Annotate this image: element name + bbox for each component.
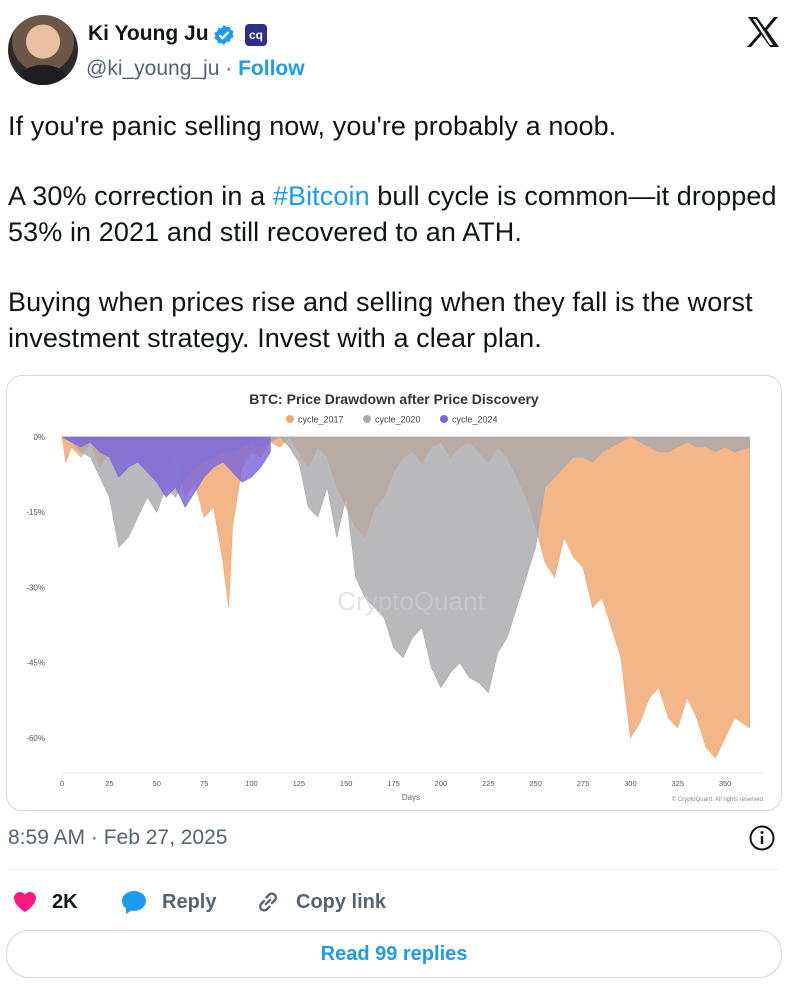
chart-legend: cycle_2017 cycle_2020 cycle_2024 <box>286 415 498 425</box>
y-tick-label: -30% <box>26 583 45 592</box>
author-name[interactable]: Ki Young Ju <box>88 22 209 45</box>
reply-button[interactable]: Reply <box>120 888 216 916</box>
tweet-line-2-post: bull cycle is common—it dropped 53% in 2… <box>8 181 777 247</box>
x-tick-label: 250 <box>529 779 542 788</box>
chart-copyright: © CryptoQuant. All rights reserved <box>672 796 763 803</box>
chart: BTC: Price Drawdown after Price Discover… <box>26 391 763 803</box>
handle-row: @ki_young_ju · Follow <box>86 57 305 81</box>
x-tick-label: 25 <box>105 779 113 788</box>
legend-label-cycle_2017: cycle_2017 <box>298 415 344 425</box>
x-tick-label: 125 <box>293 779 306 788</box>
speech-bubble-icon <box>122 891 146 914</box>
x-tick-label: 150 <box>340 779 353 788</box>
chart-x-label: Days <box>402 793 420 802</box>
legend-label-cycle_2020: cycle_2020 <box>375 415 421 425</box>
affiliate-logo-icon[interactable]: cq <box>245 24 267 46</box>
chart-watermark: CryptoQuant <box>337 586 485 616</box>
chart-areas <box>61 436 750 759</box>
x-tick-label: 325 <box>671 779 684 788</box>
link-icon <box>259 892 277 912</box>
avatar[interactable] <box>8 15 78 85</box>
legend-label-cycle_2024: cycle_2024 <box>452 415 498 425</box>
y-tick-label: -15% <box>26 508 45 517</box>
timestamp[interactable]: 8:59 AM · Feb 27, 2025 <box>8 826 228 849</box>
separator: · <box>225 57 233 80</box>
media-card[interactable]: BTC: Price Drawdown after Price Discover… <box>6 375 782 811</box>
like-button[interactable]: 2K <box>12 888 78 916</box>
x-tick-label: 100 <box>245 779 258 788</box>
copy-link-button[interactable]: Copy link <box>254 888 386 916</box>
y-tick-label: -45% <box>26 659 45 668</box>
x-tick-label: 300 <box>624 779 637 788</box>
heart-icon <box>14 892 36 912</box>
legend-swatch-cycle_2024 <box>440 415 448 423</box>
x-tick-label: 0 <box>60 779 64 788</box>
like-count: 2K <box>52 890 78 913</box>
y-tick-label: 0% <box>33 433 45 442</box>
verified-badge-icon <box>214 25 234 45</box>
x-tick-label: 350 <box>719 779 732 788</box>
tweet-line-1: If you're panic selling now, you're prob… <box>8 111 617 141</box>
chart-title: BTC: Price Drawdown after Price Discover… <box>249 391 539 407</box>
x-logo-icon[interactable] <box>745 14 781 50</box>
chart-y-axis: 0% -15% -30% -45% -60% <box>26 433 45 743</box>
x-tick-label: 275 <box>577 779 590 788</box>
tweet-line-3: Buying when prices rise and selling when… <box>8 287 753 353</box>
info-icon[interactable] <box>748 824 776 852</box>
tweet-text: If you're panic selling now, you're prob… <box>8 108 778 390</box>
tweet-line-2: A 30% correction in a #Bitcoin bull cycl… <box>8 178 778 250</box>
legend-swatch-cycle_2020 <box>363 415 371 423</box>
x-tick-label: 75 <box>200 779 208 788</box>
author-handle[interactable]: @ki_young_ju <box>86 57 220 80</box>
read-replies-button[interactable]: Read 99 replies <box>6 930 782 978</box>
chart-x-axis: 0 25 50 75 100 125 150 175 200 225 250 275 300 325 350 <box>60 772 763 788</box>
x-tick-label: 225 <box>482 779 495 788</box>
tweet-line-2-pre: A 30% correction in a <box>8 181 273 211</box>
copy-link-label: Copy link <box>296 890 387 913</box>
area-cycle_2024 <box>61 436 271 508</box>
reply-label: Reply <box>162 890 217 913</box>
hashtag-link[interactable]: #Bitcoin <box>272 181 370 211</box>
x-tick-label: 175 <box>387 779 400 788</box>
x-tick-label: 200 <box>435 779 448 788</box>
x-tick-label: 50 <box>153 779 161 788</box>
y-tick-label: -60% <box>26 734 45 743</box>
divider <box>8 869 782 870</box>
legend-swatch-cycle_2017 <box>286 415 294 423</box>
follow-button[interactable]: Follow <box>238 57 305 80</box>
